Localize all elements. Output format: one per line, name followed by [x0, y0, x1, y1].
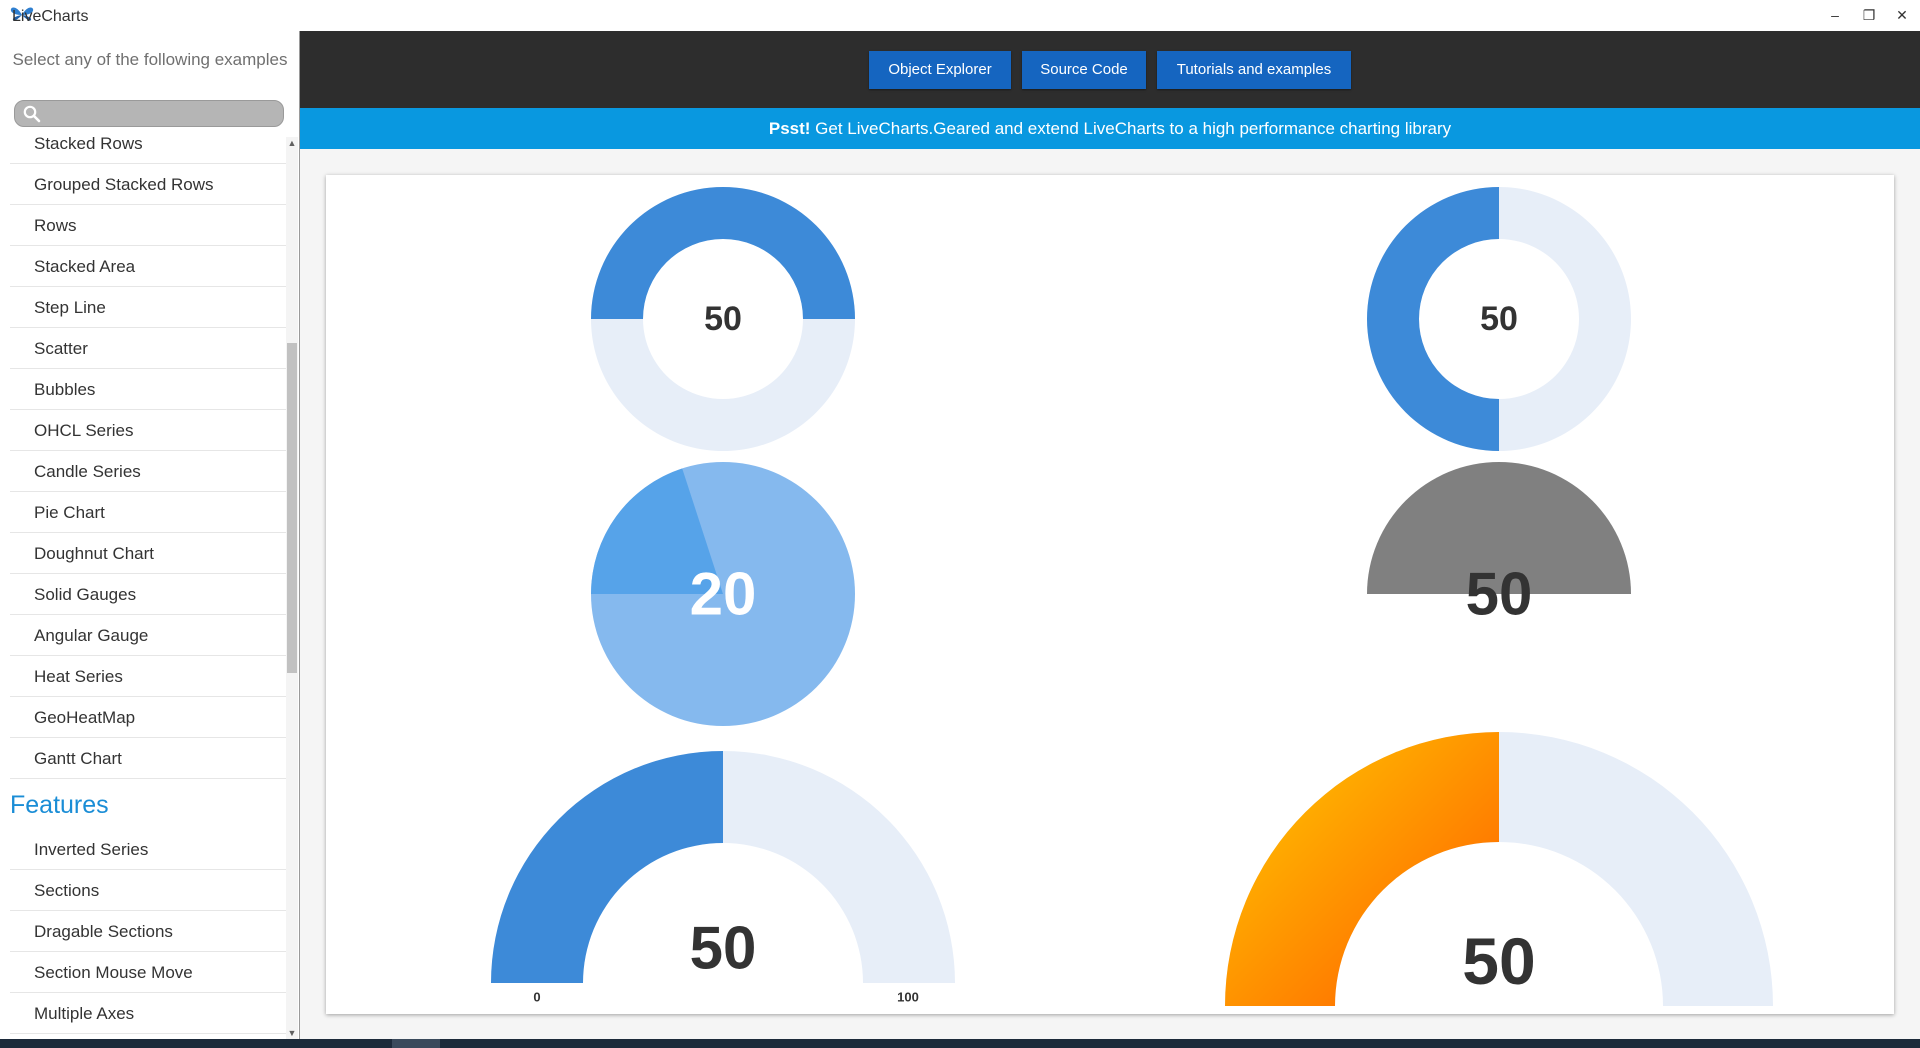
sidebar-item-gantt-chart[interactable]: Gantt Chart	[10, 738, 286, 779]
scroll-up-arrow-icon[interactable]: ▲	[287, 138, 297, 148]
sidebar-item-dragable-sections[interactable]: Dragable Sections	[10, 911, 286, 952]
gauge5-fill	[491, 751, 723, 983]
sidebar-item-inverted-series[interactable]: Inverted Series	[10, 829, 286, 870]
sidebar-item-solid-gauges[interactable]: Solid Gauges	[10, 574, 286, 615]
scroll-down-arrow-icon[interactable]: ▼	[287, 1028, 297, 1038]
sidebar-item-multiple-axes[interactable]: Multiple Axes	[10, 993, 286, 1034]
gauge5-value-label: 50	[690, 915, 757, 982]
minimize-button[interactable]: –	[1831, 7, 1839, 23]
sidebar-item-grouped-stacked-rows[interactable]: Grouped Stacked Rows	[10, 164, 286, 205]
sidebar-item-geoheatmap[interactable]: GeoHeatMap	[10, 697, 286, 738]
sidebar-item-stacked-area[interactable]: Stacked Area	[10, 246, 286, 287]
close-button[interactable]: ✕	[1896, 7, 1908, 23]
sidebar-item-section-mouse-move[interactable]: Section Mouse Move	[10, 952, 286, 993]
app-title: LiveCharts	[12, 8, 89, 25]
maximize-button[interactable]: ❐	[1862, 7, 1876, 23]
sidebar-item-rows[interactable]: Rows	[10, 205, 286, 246]
gauges-canvas: 50 50 20 50 50 0 100 50	[491, 187, 1773, 1006]
search-input[interactable]	[14, 100, 284, 127]
banner-text: Get LiveCharts.Geared and extend LiveCha…	[810, 119, 1452, 138]
sidebar-item-angular-gauge[interactable]: Angular Gauge	[10, 615, 286, 656]
gauge1-fill	[591, 187, 855, 319]
gauges-card: 50 50 20 50 50 0 100 50	[326, 175, 1894, 1014]
sidebar-item-heat-series[interactable]: Heat Series	[10, 656, 286, 697]
features-section-header: Features	[10, 791, 109, 819]
gauge6-fill	[1225, 732, 1499, 1006]
search-icon	[23, 105, 41, 123]
pie-wedge	[591, 468, 723, 594]
sidebar-item-sections[interactable]: Sections	[10, 870, 286, 911]
sidebar-item-candle-series[interactable]: Candle Series	[10, 451, 286, 492]
gauge5-min-label: 0	[533, 990, 540, 1005]
sidebar-scrollbar[interactable]: ▲ ▼	[286, 137, 298, 1039]
gauge2-value-label: 50	[1480, 300, 1518, 338]
scrollbar-thumb[interactable]	[287, 343, 297, 673]
object-explorer-button[interactable]: Object Explorer	[869, 51, 1011, 89]
butterfly-logo-icon	[10, 7, 34, 21]
banner-bold-text: Psst!	[768, 119, 811, 138]
gauge1-value-label: 50	[704, 300, 742, 338]
examples-list: Stacked Rows Grouped Stacked Rows Rows S…	[0, 137, 290, 1039]
gauge6-value-label: 50	[1462, 924, 1535, 998]
gauge4-value-label: 50	[1466, 561, 1533, 628]
gauge5-max-label: 100	[897, 990, 919, 1005]
taskbar	[0, 1039, 1920, 1048]
sidebar-prompt: Select any of the following examples	[12, 50, 288, 69]
sidebar-item-scatter[interactable]: Scatter	[10, 328, 286, 369]
promo-banner[interactable]: Psst! Get LiveCharts.Geared and extend L…	[300, 108, 1920, 149]
gray-half-gauge	[1367, 462, 1631, 594]
pie-value-label: 20	[690, 561, 757, 628]
gauge2-fill	[1367, 187, 1499, 451]
tutorials-button[interactable]: Tutorials and examples	[1157, 51, 1351, 89]
sidebar-item-doughnut-chart[interactable]: Doughnut Chart	[10, 533, 286, 574]
sidebar: Select any of the following examples Sta…	[0, 31, 300, 1039]
sidebar-item-bubbles[interactable]: Bubbles	[10, 369, 286, 410]
sidebar-item-ohcl-series[interactable]: OHCL Series	[10, 410, 286, 451]
taskbar-app-button[interactable]	[392, 1039, 440, 1048]
sidebar-item-step-line[interactable]: Step Line	[10, 287, 286, 328]
sidebar-item-pie-chart[interactable]: Pie Chart	[10, 492, 286, 533]
sidebar-item-stacked-rows[interactable]: Stacked Rows	[10, 137, 286, 164]
top-toolbar: Object Explorer Source Code Tutorials an…	[300, 31, 1920, 108]
title-bar: LiveCharts – ❐ ✕	[0, 0, 1920, 31]
source-code-button[interactable]: Source Code	[1022, 51, 1146, 89]
